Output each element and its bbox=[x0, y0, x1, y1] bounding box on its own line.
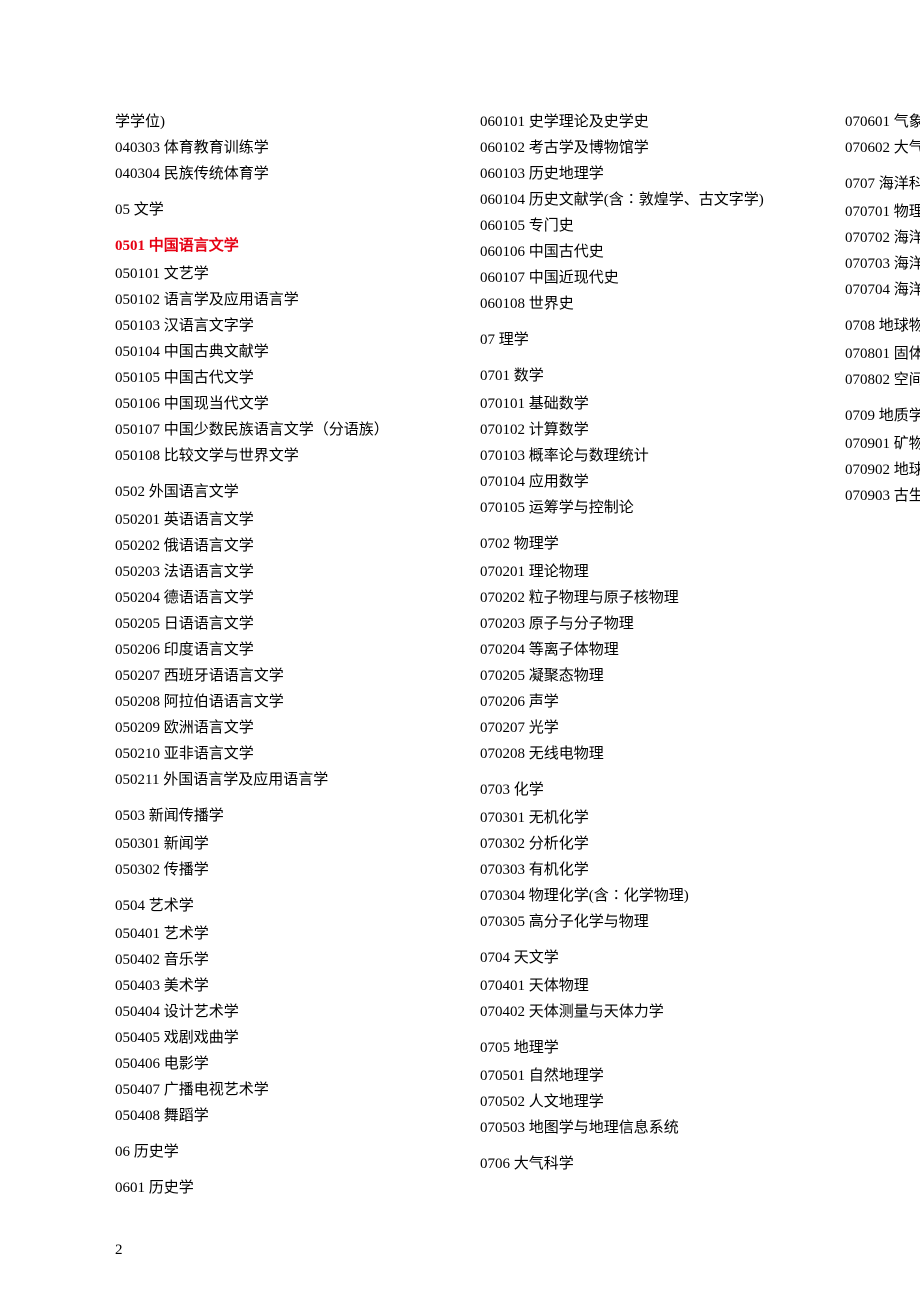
catalog-item: 0706 大气科学 bbox=[480, 1152, 805, 1176]
catalog-item: 050106 中国现当代文学 bbox=[115, 392, 440, 416]
catalog-item: 060106 中国古代史 bbox=[480, 240, 805, 264]
catalog-item: 070203 原子与分子物理 bbox=[480, 612, 805, 636]
catalog-item: 0502 外国语言文学 bbox=[115, 480, 440, 504]
catalog-item: 050206 印度语言文学 bbox=[115, 638, 440, 662]
catalog-item: 0704 天文学 bbox=[480, 946, 805, 970]
catalog-item: 050107 中国少数民族语言文学（分语族） bbox=[115, 418, 440, 442]
catalog-item: 070602 大气物理学与大气环境 bbox=[845, 136, 920, 160]
catalog-item: 070503 地图学与地理信息系统 bbox=[480, 1116, 805, 1140]
catalog-item: 060103 历史地理学 bbox=[480, 162, 805, 186]
catalog-item: 070207 光学 bbox=[480, 716, 805, 740]
catalog-item: 070301 无机化学 bbox=[480, 806, 805, 830]
catalog-item: 050209 欧洲语言文学 bbox=[115, 716, 440, 740]
catalog-item: 070703 海洋生物学 bbox=[845, 252, 920, 276]
catalog-item: 0601 历史学 bbox=[115, 1176, 440, 1200]
catalog-item: 070206 声学 bbox=[480, 690, 805, 714]
catalog-item: 050208 阿拉伯语语言文学 bbox=[115, 690, 440, 714]
catalog-item: 070502 人文地理学 bbox=[480, 1090, 805, 1114]
catalog-item: 070208 无线电物理 bbox=[480, 742, 805, 766]
catalog-item: 050201 英语语言文学 bbox=[115, 508, 440, 532]
catalog-item: 070601 气象学 bbox=[845, 110, 920, 134]
catalog-item: 060107 中国近现代史 bbox=[480, 266, 805, 290]
catalog-item: 050202 俄语语言文学 bbox=[115, 534, 440, 558]
catalog-item: 05 文学 bbox=[115, 198, 440, 222]
catalog-item: 0701 数学 bbox=[480, 364, 805, 388]
catalog-item: 070402 天体测量与天体力学 bbox=[480, 1000, 805, 1024]
catalog-item: 070205 凝聚态物理 bbox=[480, 664, 805, 688]
catalog-item: 070902 地球化学 bbox=[845, 458, 920, 482]
catalog-item: 070204 等离子体物理 bbox=[480, 638, 805, 662]
catalog-item: 0703 化学 bbox=[480, 778, 805, 802]
catalog-item: 060102 考古学及博物馆学 bbox=[480, 136, 805, 160]
catalog-item: 06 历史学 bbox=[115, 1140, 440, 1164]
page-number: 2 bbox=[115, 1238, 123, 1262]
document-content: 学学位)040303 体育教育训练学040304 民族传统体育学 05 文学 050… bbox=[115, 110, 805, 1200]
catalog-item: 040304 民族传统体育学 bbox=[115, 162, 440, 186]
catalog-item: 070802 空间物理学 bbox=[845, 368, 920, 392]
catalog-item: 070501 自然地理学 bbox=[480, 1064, 805, 1088]
catalog-item: 070704 海洋地质 bbox=[845, 278, 920, 302]
catalog-item: 0501 中国语言文学 bbox=[115, 234, 440, 258]
catalog-item: 060104 历史文献学(含∶敦煌学、古文字学) bbox=[480, 188, 805, 212]
catalog-item: 050204 德语语言文学 bbox=[115, 586, 440, 610]
catalog-item: 070302 分析化学 bbox=[480, 832, 805, 856]
catalog-item: 060105 专门史 bbox=[480, 214, 805, 238]
catalog-item: 050207 西班牙语语言文学 bbox=[115, 664, 440, 688]
catalog-item: 070401 天体物理 bbox=[480, 974, 805, 998]
catalog-item: 040303 体育教育训练学 bbox=[115, 136, 440, 160]
catalog-item: 050403 美术学 bbox=[115, 974, 440, 998]
catalog-item: 050205 日语语言文学 bbox=[115, 612, 440, 636]
catalog-item: 050108 比较文学与世界文学 bbox=[115, 444, 440, 468]
catalog-item: 070202 粒子物理与原子核物理 bbox=[480, 586, 805, 610]
catalog-item: 050405 戏剧戏曲学 bbox=[115, 1026, 440, 1050]
catalog-item: 050101 文艺学 bbox=[115, 262, 440, 286]
catalog-item: 050104 中国古典文献学 bbox=[115, 340, 440, 364]
catalog-item: 070105 运筹学与控制论 bbox=[480, 496, 805, 520]
catalog-item: 0705 地理学 bbox=[480, 1036, 805, 1060]
catalog-item: 050404 设计艺术学 bbox=[115, 1000, 440, 1024]
catalog-item: 050301 新闻学 bbox=[115, 832, 440, 856]
catalog-item: 050407 广播电视艺术学 bbox=[115, 1078, 440, 1102]
catalog-item: 070305 高分子化学与物理 bbox=[480, 910, 805, 934]
catalog-item: 0709 地质学 bbox=[845, 404, 920, 428]
catalog-item: 07 理学 bbox=[480, 328, 805, 352]
catalog-item: 070104 应用数学 bbox=[480, 470, 805, 494]
catalog-item: 050210 亚非语言文学 bbox=[115, 742, 440, 766]
catalog-item: 050408 舞蹈学 bbox=[115, 1104, 440, 1128]
catalog-item: 050102 语言学及应用语言学 bbox=[115, 288, 440, 312]
catalog-item: 070702 海洋化学 bbox=[845, 226, 920, 250]
catalog-item: 070101 基础数学 bbox=[480, 392, 805, 416]
catalog-item: 070102 计算数学 bbox=[480, 418, 805, 442]
catalog-item: 学学位) bbox=[115, 110, 440, 134]
catalog-item: 0707 海洋科学 bbox=[845, 172, 920, 196]
catalog-item: 050302 传播学 bbox=[115, 858, 440, 882]
catalog-item: 0503 新闻传播学 bbox=[115, 804, 440, 828]
catalog-item: 0708 地球物理学 bbox=[845, 314, 920, 338]
catalog-item: 050402 音乐学 bbox=[115, 948, 440, 972]
catalog-item: 070801 固体地球物理学 bbox=[845, 342, 920, 366]
catalog-item: 060101 史学理论及史学史 bbox=[480, 110, 805, 134]
catalog-item: 070304 物理化学(含∶化学物理) bbox=[480, 884, 805, 908]
catalog-item: 050203 法语语言文学 bbox=[115, 560, 440, 584]
catalog-item: 060108 世界史 bbox=[480, 292, 805, 316]
catalog-item: 050211 外国语言学及应用语言学 bbox=[115, 768, 440, 792]
catalog-item: 050103 汉语言文字学 bbox=[115, 314, 440, 338]
catalog-item: 0504 艺术学 bbox=[115, 894, 440, 918]
catalog-item: 070201 理论物理 bbox=[480, 560, 805, 584]
catalog-item: 050406 电影学 bbox=[115, 1052, 440, 1076]
catalog-item: 070901 矿物学、岩石学、矿床学 bbox=[845, 432, 920, 456]
catalog-item: 070903 古生物学与地层学(含∶古人类学) bbox=[845, 484, 920, 508]
catalog-item: 050105 中国古代文学 bbox=[115, 366, 440, 390]
catalog-item: 0702 物理学 bbox=[480, 532, 805, 556]
catalog-item: 050401 艺术学 bbox=[115, 922, 440, 946]
catalog-item: 070701 物理海洋学 bbox=[845, 200, 920, 224]
catalog-item: 070103 概率论与数理统计 bbox=[480, 444, 805, 468]
catalog-item: 070303 有机化学 bbox=[480, 858, 805, 882]
